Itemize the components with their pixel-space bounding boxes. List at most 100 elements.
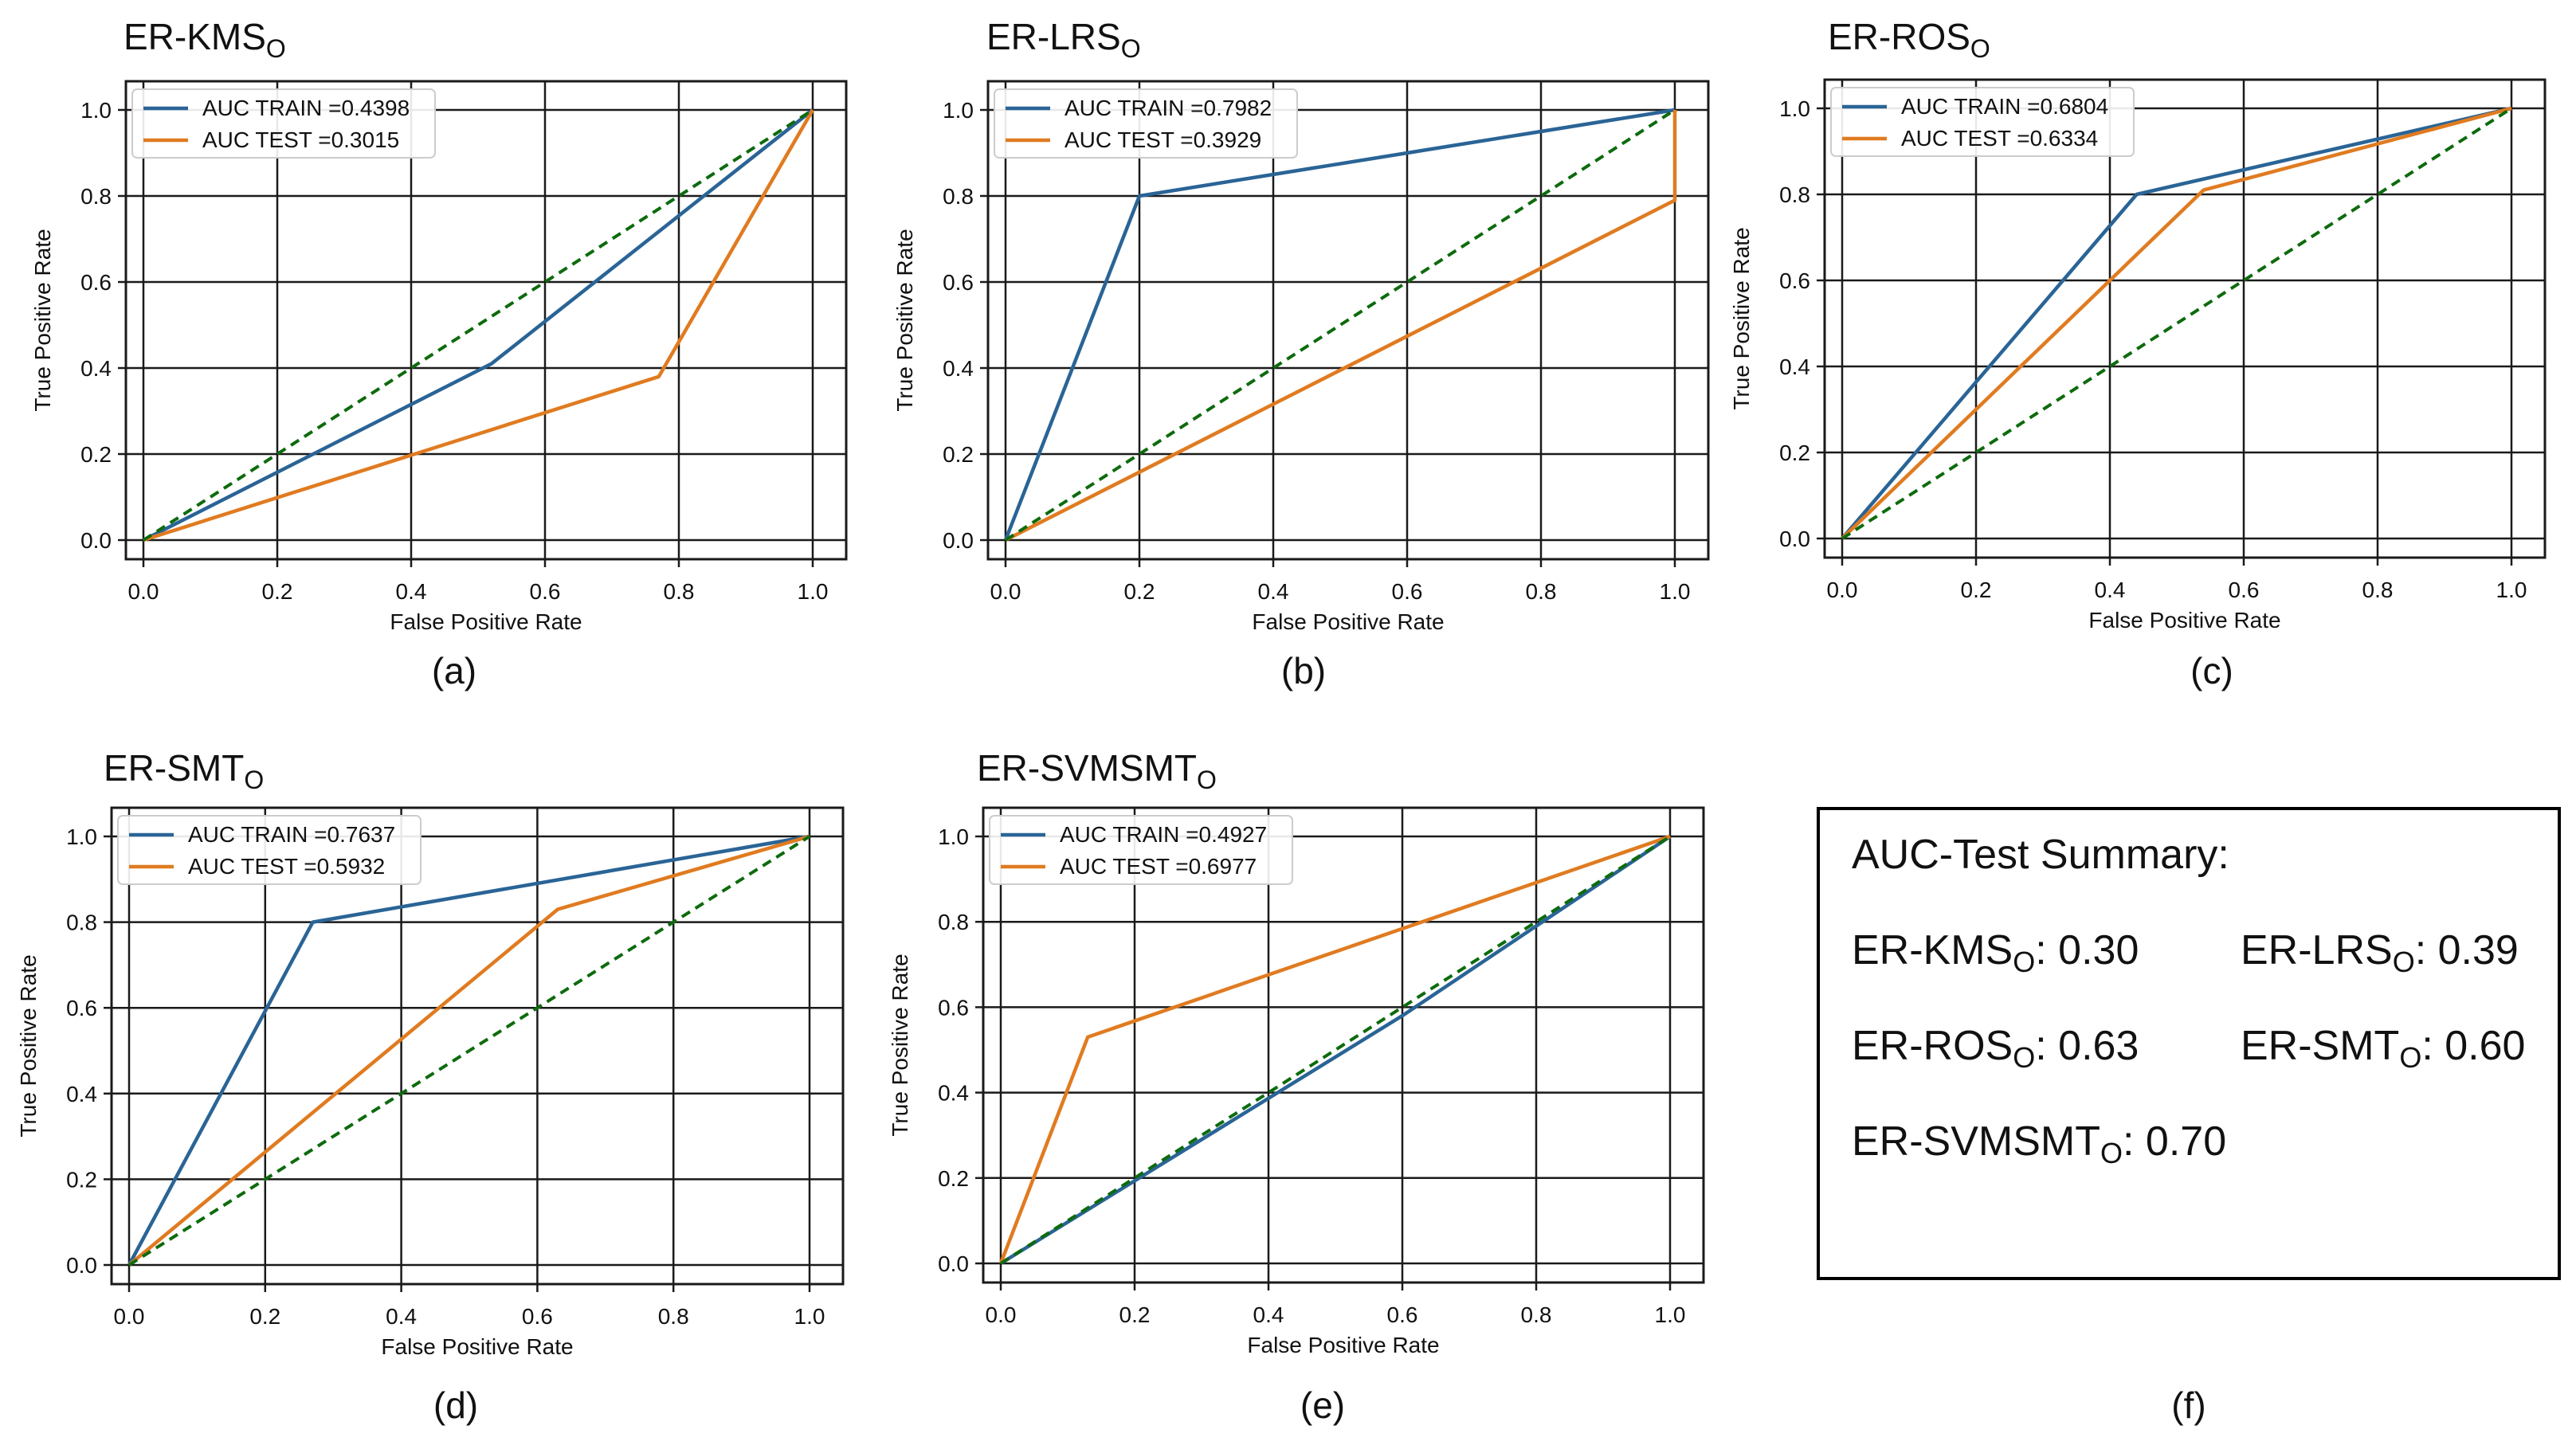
x-axis-label: False Positive Rate — [2088, 608, 2280, 632]
plot-frame — [1823, 78, 2547, 559]
legend-entry-test: AUC TEST =0.6977 — [1060, 854, 1257, 879]
x-tick-label: 0.0 — [128, 579, 159, 604]
chart-title-subscript: O — [1197, 766, 1217, 794]
x-tick-label: 0.4 — [396, 579, 427, 604]
x-tick-label: 0.6 — [1392, 579, 1423, 604]
x-tick-label: 0.0 — [1827, 578, 1858, 602]
panel-label: (e) — [1300, 1384, 1345, 1426]
legend-entry-train: AUC TRAIN =0.7982 — [1065, 96, 1272, 120]
summary-entry-label: ER-SMT — [2241, 1023, 2399, 1069]
y-tick-label: 0.0 — [943, 528, 974, 553]
series-line-train — [1841, 106, 2512, 540]
panel-label: (a) — [432, 650, 476, 691]
y-axis-label: True Positive Rate — [1729, 227, 1754, 409]
summary-entry-subscript: O — [2393, 946, 2415, 978]
series-line-train — [1003, 108, 1676, 541]
legend-entry-train: AUC TRAIN =0.7637 — [188, 822, 395, 847]
y-tick-label: 1.0 — [80, 98, 112, 123]
roc-panel-d: ER-SMTO 0.0 0.0 0.2 0.2 0.4 0.4 0.6 0.6 0.8 0.8 1.0… — [16, 747, 845, 1426]
y-tick-label: 0.4 — [80, 356, 112, 381]
y-tick-label: 0.4 — [943, 356, 974, 381]
panel-label: (d) — [433, 1384, 478, 1426]
chart-title: ER-SVMSMTO — [977, 747, 1217, 794]
x-tick-label: 0.4 — [2095, 578, 2126, 602]
chart-title-subscript: O — [266, 34, 286, 63]
summary-entry-label: ER-ROS — [1852, 1023, 2013, 1069]
roc-panel-b: ER-LRSO 0.0 0.0 0.2 0.2 0.4 0.4 0.6 0.6 0.8 0.8 1.0… — [892, 16, 1710, 691]
y-tick-label: 0.6 — [1779, 268, 1810, 293]
summary-entry-subscript: O — [2013, 1041, 2035, 1074]
x-tick-label: 0.8 — [2362, 578, 2394, 602]
y-tick-label: 0.4 — [938, 1081, 969, 1106]
x-tick-label: 0.2 — [1124, 579, 1155, 604]
panel-label: (c) — [2190, 650, 2233, 691]
x-axis-label: False Positive Rate — [1247, 1333, 1439, 1357]
summary-entry-er-ros: ER-ROSO: 0.63 — [1852, 1023, 2139, 1074]
series-line-test — [998, 834, 1671, 1264]
x-tick-label: 0.8 — [1526, 579, 1557, 604]
series-line-test — [1841, 106, 2512, 540]
y-axis-label: True Positive Rate — [892, 229, 917, 411]
summary-entry-value: : 0.60 — [2421, 1023, 2525, 1069]
summary-entry-subscript: O — [2399, 1041, 2421, 1074]
legend-entry-test: AUC TEST =0.5932 — [188, 854, 385, 879]
chart-title: ER-KMSO — [124, 16, 286, 63]
x-tick-label: 1.0 — [1660, 579, 1691, 604]
summary-entry-value: : 0.30 — [2035, 927, 2139, 973]
series-line-reference — [1841, 107, 2513, 540]
legend-entry-test: AUC TEST =0.3929 — [1065, 127, 1261, 152]
x-axis-label: False Positive Rate — [1252, 609, 1444, 634]
y-tick-label: 0.4 — [1779, 354, 1810, 379]
roc-panels: ER-KMSO0.00.00.20.20.40.40.60.60.80.81.0… — [16, 16, 2547, 1426]
x-tick-label: 0.6 — [2229, 578, 2260, 602]
roc-panel-e: ER-SVMSMTO 0.0 0.0 0.2 0.2 0.4 0.4 0.6 0.6 0.8 0.8… — [888, 747, 1705, 1426]
x-tick-label: 0.4 — [1253, 1302, 1284, 1327]
x-tick-label: 0.2 — [262, 579, 293, 604]
panel-label-f: (f) — [2171, 1384, 2205, 1426]
x-tick-label: 0.8 — [1521, 1302, 1552, 1327]
y-tick-label: 0.6 — [66, 996, 97, 1020]
summary-entry-value: : 0.39 — [2415, 927, 2519, 973]
summary-entry-er-svmsmt: ER-SVMSMTO: 0.70 — [1852, 1118, 2226, 1169]
summary-entry-subscript: O — [2100, 1137, 2123, 1169]
x-tick-label: 0.4 — [1258, 579, 1289, 604]
y-tick-label: 0.8 — [66, 911, 97, 935]
series-line-test — [127, 834, 810, 1267]
y-tick-label: 0.2 — [943, 442, 974, 467]
panel-label: (b) — [1281, 650, 1326, 691]
y-tick-label: 1.0 — [1779, 96, 1810, 121]
y-axis-label: True Positive Rate — [888, 954, 912, 1136]
chart-title: ER-ROSO — [1828, 16, 1990, 63]
roc-panel-c: ER-ROSO 0.0 0.0 0.2 0.2 0.4 0.4 0.6 0.6 0.8 0.8 1.0… — [1729, 16, 2547, 691]
summary-entry-er-kms: ER-KMSO: 0.30 — [1852, 927, 2139, 978]
chart-title-main: ER-SMT — [104, 747, 244, 789]
x-tick-label: 0.2 — [249, 1304, 280, 1329]
x-tick-label: 1.0 — [2496, 578, 2527, 602]
chart-title-main: ER-SVMSMT — [977, 747, 1197, 789]
chart-title-main: ER-LRS — [986, 16, 1121, 57]
plot-frame — [982, 806, 1705, 1284]
y-tick-label: 0.2 — [80, 442, 112, 467]
plot-frame — [110, 806, 845, 1286]
series-line-reference — [142, 108, 814, 542]
summary-entry-value: : 0.70 — [2123, 1118, 2226, 1165]
series-line-reference — [127, 835, 811, 1267]
x-axis-label: False Positive Rate — [390, 609, 582, 634]
y-tick-label: 0.6 — [943, 270, 974, 295]
series-line-reference — [1004, 108, 1676, 542]
summary-entry-label: ER-KMS — [1852, 927, 2013, 973]
x-tick-label: 0.8 — [664, 579, 695, 604]
y-tick-label: 0.8 — [1779, 182, 1810, 207]
auc-summary-panel: AUC-Test Summary: ER-KMSO: 0.30 ER-LRSO:… — [1817, 807, 2561, 1426]
summary-title: AUC-Test Summary: — [1852, 832, 2229, 878]
x-tick-label: 0.6 — [530, 579, 561, 604]
y-tick-label: 1.0 — [943, 98, 974, 123]
y-tick-label: 0.8 — [943, 184, 974, 209]
x-tick-label: 0.6 — [522, 1304, 553, 1329]
y-tick-label: 0.2 — [938, 1166, 969, 1191]
summary-entry-value: : 0.63 — [2035, 1023, 2139, 1069]
legend-box — [994, 88, 1298, 159]
legend-box — [1830, 87, 2135, 157]
legend-entry-train: AUC TRAIN =0.4927 — [1060, 822, 1267, 847]
